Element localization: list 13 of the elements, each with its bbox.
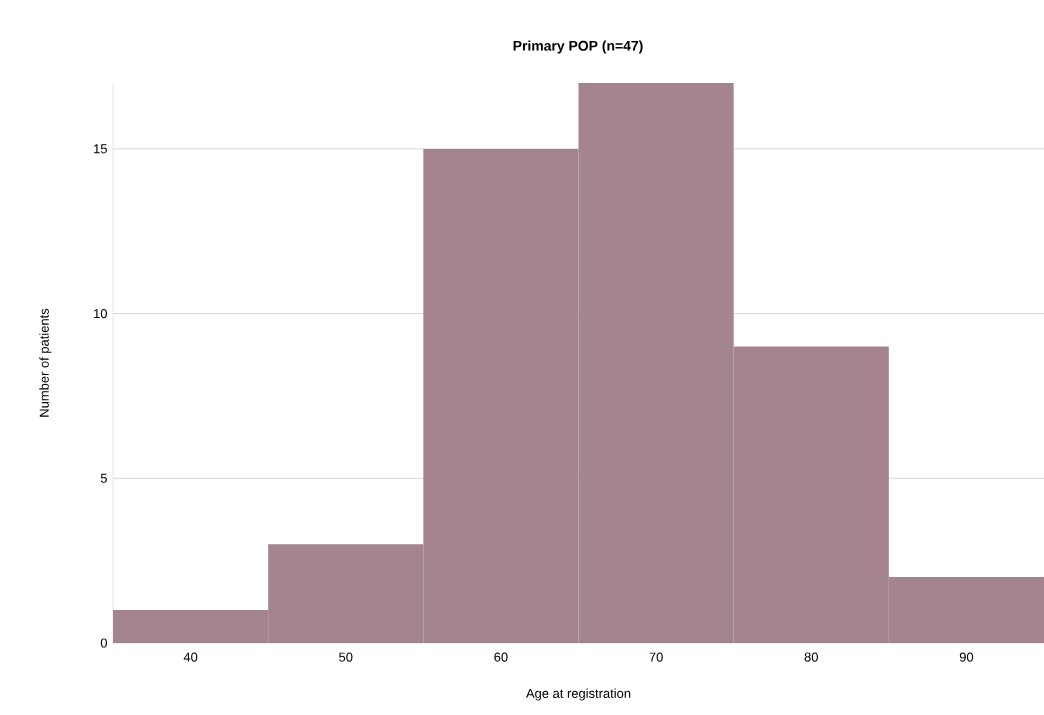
chart-title: Primary POP (n=47) xyxy=(513,40,643,54)
x-tick-label: 90 xyxy=(959,652,974,662)
x-tick-label: 70 xyxy=(649,652,663,662)
x-axis-title: Age at registration xyxy=(525,688,631,701)
y-axis-title: Number of patients xyxy=(39,308,52,417)
y-tick-label: 0 xyxy=(100,638,107,648)
x-tick-label: 80 xyxy=(804,652,818,662)
x-tick-label: 50 xyxy=(339,652,353,662)
y-tick-label: 10 xyxy=(94,309,107,319)
x-tick-label: 60 xyxy=(494,652,508,662)
y-tick-label: 15 xyxy=(94,144,107,154)
x-tick-label: 40 xyxy=(183,652,198,662)
y-tick-label: 5 xyxy=(100,473,107,483)
